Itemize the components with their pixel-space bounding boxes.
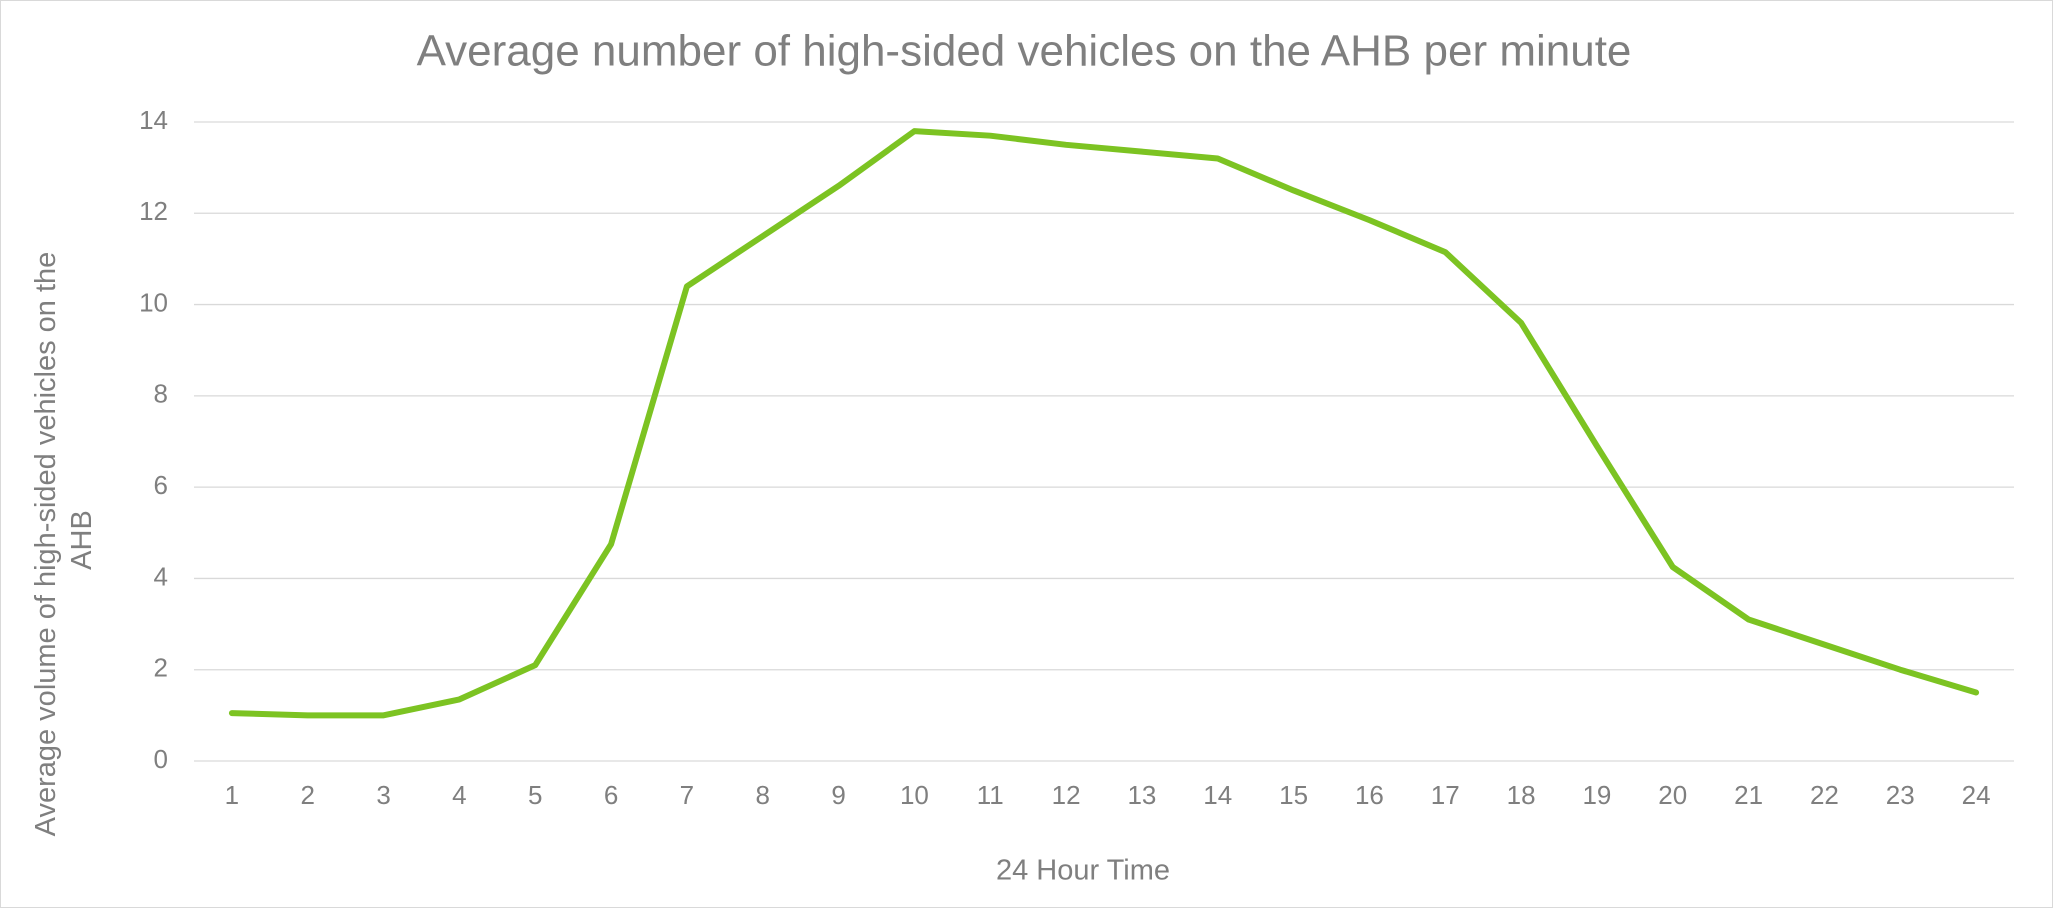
x-tick-label: 17 bbox=[1431, 780, 1460, 810]
y-axis-title: Average volume of high-sided vehicles on… bbox=[30, 244, 98, 837]
x-tick-label: 22 bbox=[1810, 780, 1839, 810]
x-tick-label: 6 bbox=[604, 780, 618, 810]
y-tick-label: 14 bbox=[139, 105, 168, 135]
x-tick-label: 4 bbox=[452, 780, 466, 810]
x-axis-title: 24 Hour Time bbox=[996, 855, 1170, 887]
x-tick-label: 13 bbox=[1127, 780, 1156, 810]
x-tick-label: 18 bbox=[1507, 780, 1536, 810]
x-tick-label: 23 bbox=[1886, 780, 1915, 810]
y-tick-label: 2 bbox=[154, 653, 168, 683]
x-tick-label: 8 bbox=[756, 780, 770, 810]
x-tick-label: 15 bbox=[1279, 780, 1308, 810]
y-tick-label: 6 bbox=[154, 470, 168, 500]
x-tick-label: 5 bbox=[528, 780, 542, 810]
y-tick-label: 12 bbox=[139, 196, 168, 226]
y-tick-label: 8 bbox=[154, 379, 168, 409]
x-tick-label: 16 bbox=[1355, 780, 1384, 810]
y-tick-label: 4 bbox=[154, 561, 168, 591]
x-tick-label: 24 bbox=[1962, 780, 1991, 810]
x-tick-label: 1 bbox=[225, 780, 239, 810]
chart-title: Average number of high-sided vehicles on… bbox=[417, 27, 1632, 76]
x-tick-label: 14 bbox=[1203, 780, 1232, 810]
y-tick-label: 0 bbox=[154, 744, 168, 774]
x-tick-label: 12 bbox=[1052, 780, 1081, 810]
x-tick-label: 11 bbox=[977, 780, 1004, 810]
x-tick-label: 3 bbox=[376, 780, 390, 810]
x-tick-label: 21 bbox=[1734, 780, 1763, 810]
x-tick-label: 7 bbox=[680, 780, 694, 810]
data-line bbox=[228, 128, 1980, 719]
x-tick-label: 2 bbox=[301, 780, 315, 810]
x-tick-label: 19 bbox=[1582, 780, 1611, 810]
x-tick-label: 10 bbox=[900, 780, 929, 810]
x-tick-label: 9 bbox=[831, 780, 845, 810]
x-tick-label: 20 bbox=[1658, 780, 1687, 810]
y-tick-label: 10 bbox=[139, 287, 168, 317]
